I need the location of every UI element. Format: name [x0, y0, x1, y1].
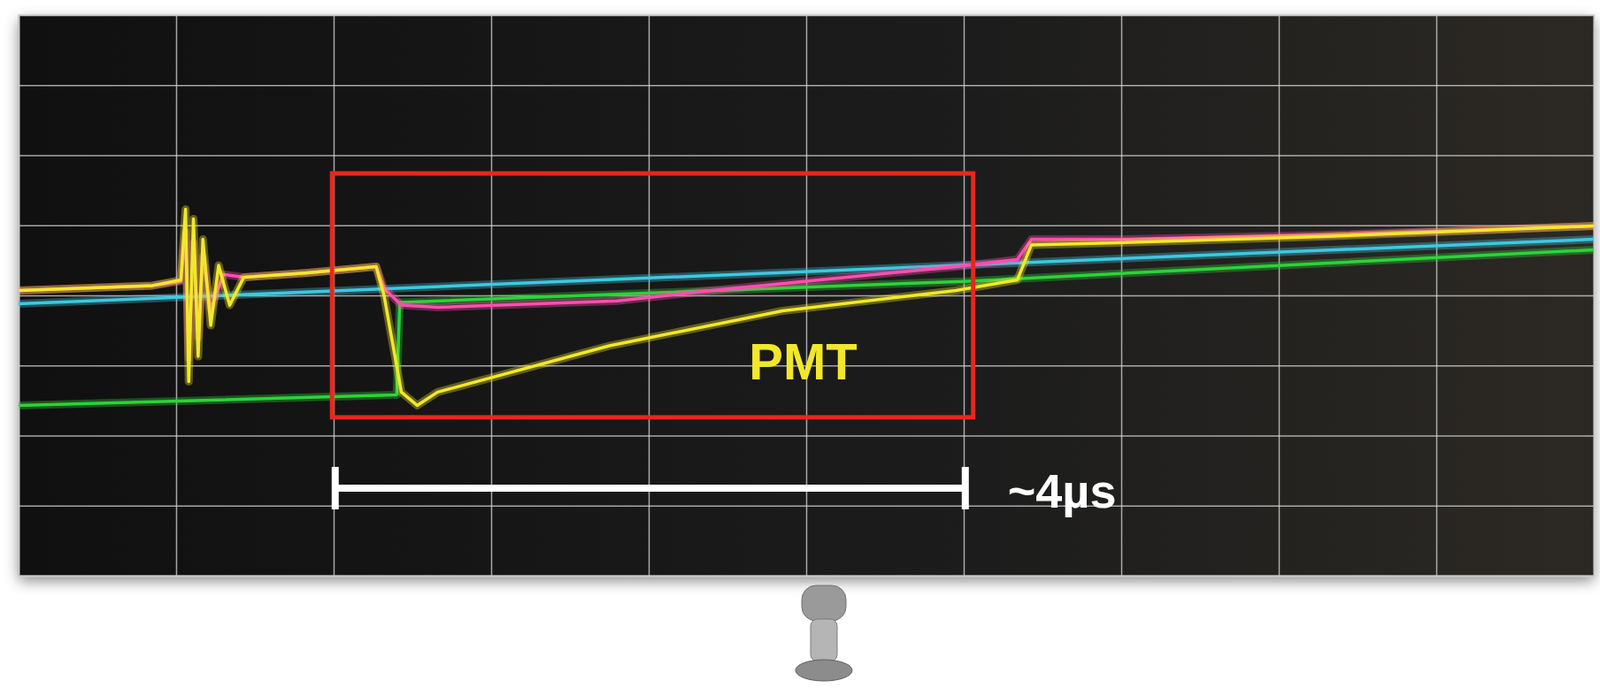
trace-halo: [18, 209, 1594, 407]
annotations: PMT ~4µs: [335, 332, 1117, 518]
y-axis-line: [19, 15, 1595, 577]
screen-glare: [18, 15, 1594, 577]
grid-line: [18, 84, 1594, 87]
y-grid: [18, 15, 1594, 577]
trace: [18, 239, 1594, 305]
pin-base: [795, 660, 853, 682]
span-bracket: [335, 467, 966, 510]
grid-line: [18, 225, 1594, 228]
pushpin: [795, 585, 853, 682]
plot-area: [18, 173, 1594, 418]
trace-label: PMT: [748, 332, 857, 391]
grid-line: [18, 435, 1594, 438]
canvas: PMT ~4µs: [0, 0, 1600, 696]
highlight-box: [331, 173, 973, 418]
grid-line: [18, 154, 1594, 157]
x-axis-line: [19, 15, 1595, 577]
tick: [18, 155, 1594, 157]
tick: [18, 436, 1594, 438]
span-label: ~4µs: [1007, 464, 1117, 518]
grid-line: [18, 506, 1594, 508]
span-end: [331, 467, 339, 510]
pin-body: [810, 619, 838, 662]
tick: [18, 84, 1594, 86]
x-grid: [19, 15, 1595, 577]
tick: [18, 225, 1594, 227]
span-end: [961, 467, 970, 510]
tick: [18, 506, 1594, 508]
trace-halo: [18, 239, 1594, 305]
trace: [18, 209, 1594, 407]
pin-head: [801, 585, 847, 622]
plot-frame: [18, 15, 1594, 577]
screen-background: [18, 15, 1594, 577]
span-line: [335, 484, 966, 493]
